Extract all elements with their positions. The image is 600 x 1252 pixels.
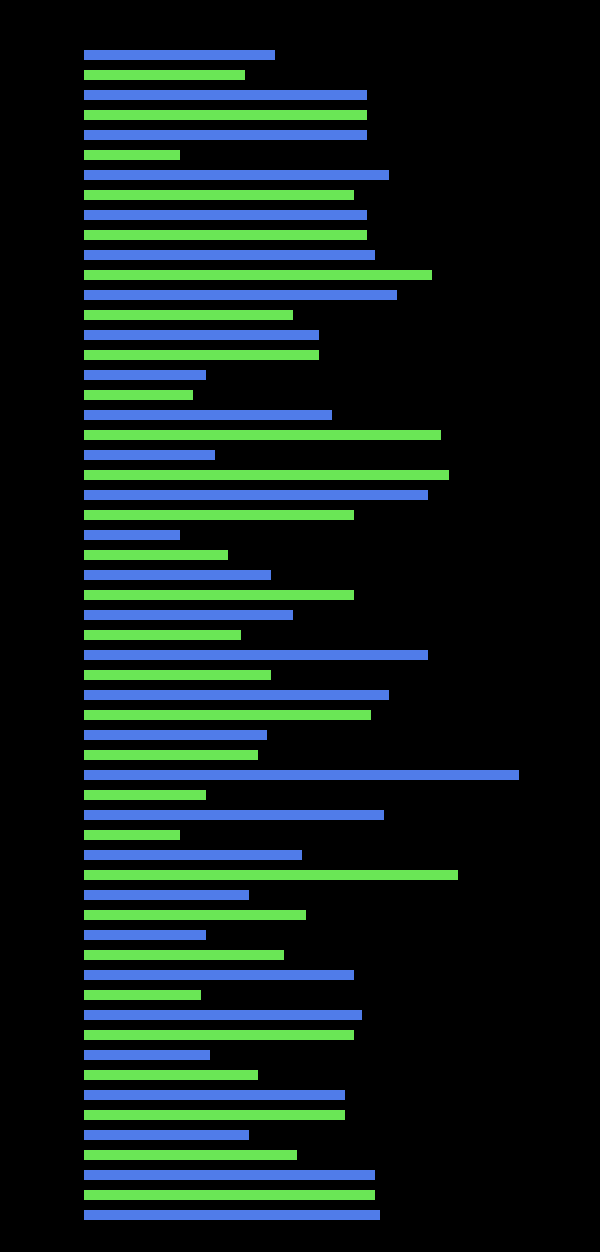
bar-1 bbox=[84, 70, 245, 80]
bar-31 bbox=[84, 670, 271, 680]
bar-50 bbox=[84, 1050, 210, 1060]
bar-3 bbox=[84, 110, 367, 120]
bar-49 bbox=[84, 1030, 354, 1040]
bar-9 bbox=[84, 230, 367, 240]
bar-57 bbox=[84, 1190, 375, 1200]
bar-22 bbox=[84, 490, 428, 500]
bar-35 bbox=[84, 750, 258, 760]
bar-28 bbox=[84, 610, 293, 620]
bar-24 bbox=[84, 530, 180, 540]
bar-42 bbox=[84, 890, 249, 900]
bar-0 bbox=[84, 50, 275, 60]
bar-16 bbox=[84, 370, 206, 380]
bar-27 bbox=[84, 590, 354, 600]
bar-20 bbox=[84, 450, 215, 460]
bar-13 bbox=[84, 310, 293, 320]
bar-52 bbox=[84, 1090, 345, 1100]
bar-47 bbox=[84, 990, 201, 1000]
bar-34 bbox=[84, 730, 267, 740]
bar-7 bbox=[84, 190, 354, 200]
bar-56 bbox=[84, 1170, 375, 1180]
bar-23 bbox=[84, 510, 354, 520]
bar-55 bbox=[84, 1150, 297, 1160]
bar-10 bbox=[84, 250, 375, 260]
bar-39 bbox=[84, 830, 180, 840]
bar-36 bbox=[84, 770, 519, 780]
bar-51 bbox=[84, 1070, 258, 1080]
bar-12 bbox=[84, 290, 397, 300]
bar-38 bbox=[84, 810, 384, 820]
bar-14 bbox=[84, 330, 319, 340]
bar-8 bbox=[84, 210, 367, 220]
bar-32 bbox=[84, 690, 389, 700]
bar-15 bbox=[84, 350, 319, 360]
bar-29 bbox=[84, 630, 241, 640]
bar-41 bbox=[84, 870, 458, 880]
bar-17 bbox=[84, 390, 193, 400]
bar-33 bbox=[84, 710, 371, 720]
bar-5 bbox=[84, 150, 180, 160]
bar-43 bbox=[84, 910, 306, 920]
bar-46 bbox=[84, 970, 354, 980]
bar-58 bbox=[84, 1210, 380, 1220]
bar-21 bbox=[84, 470, 449, 480]
bar-6 bbox=[84, 170, 389, 180]
bar-45 bbox=[84, 950, 284, 960]
bar-4 bbox=[84, 130, 367, 140]
bar-25 bbox=[84, 550, 228, 560]
bar-2 bbox=[84, 90, 367, 100]
bar-30 bbox=[84, 650, 428, 660]
bar-26 bbox=[84, 570, 271, 580]
bar-11 bbox=[84, 270, 432, 280]
bar-37 bbox=[84, 790, 206, 800]
bar-44 bbox=[84, 930, 206, 940]
horizontal-bar-chart bbox=[0, 0, 600, 1252]
bar-40 bbox=[84, 850, 302, 860]
bar-19 bbox=[84, 430, 441, 440]
bar-54 bbox=[84, 1130, 249, 1140]
bar-18 bbox=[84, 410, 332, 420]
bar-48 bbox=[84, 1010, 362, 1020]
bar-53 bbox=[84, 1110, 345, 1120]
